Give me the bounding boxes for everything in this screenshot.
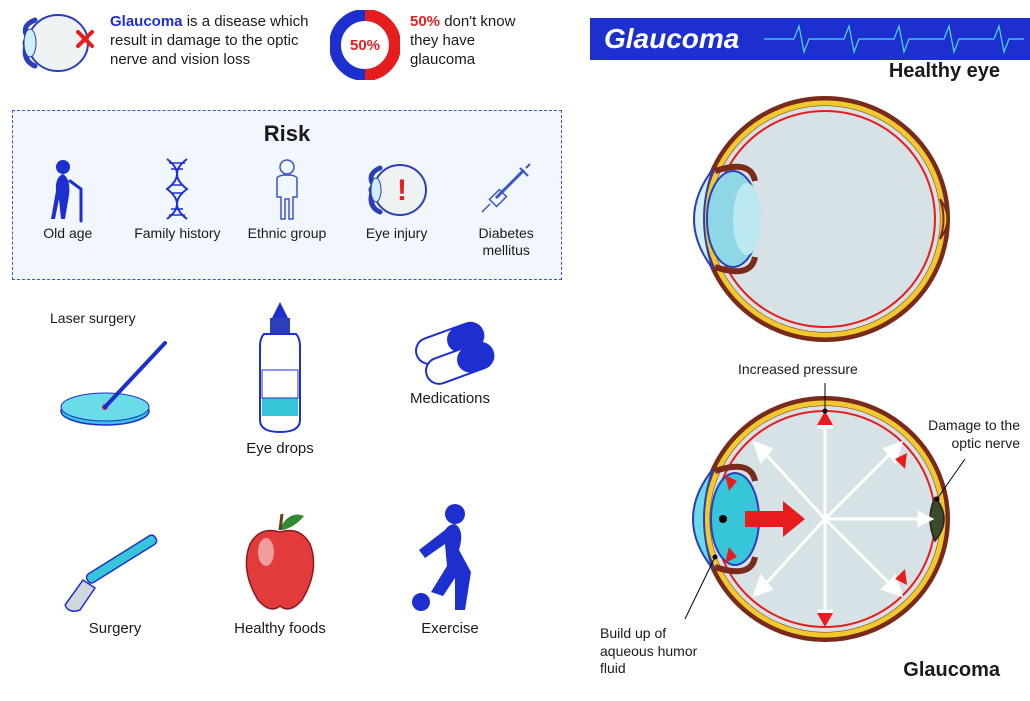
eyedrops-icon (220, 300, 340, 440)
treatments-area: Laser surgery Eye drops (30, 300, 560, 680)
intro-text: Glaucoma is a disease which result in da… (110, 13, 310, 69)
treat-exercise: Exercise (380, 500, 520, 638)
treat-medications: Medications (380, 310, 520, 408)
treat-label: Eye drops (220, 440, 340, 458)
glaucoma-eye-label: Glaucoma (903, 659, 1000, 682)
pills-icon (380, 310, 520, 390)
risk-label: Ethnic group (239, 225, 335, 242)
glaucoma-eye-diagram (655, 369, 975, 649)
treat-surgery: Surgery (50, 510, 180, 638)
person-icon (239, 155, 335, 225)
syringe-icon (458, 155, 554, 225)
risk-title: Risk (13, 121, 561, 147)
svg-text:!: ! (397, 174, 407, 207)
treat-laser-surgery: Laser surgery (50, 310, 180, 433)
eye-column: Healthy eye (610, 60, 1020, 690)
eye-injury-icon: ! (349, 155, 445, 225)
risk-label: Family history (129, 225, 225, 242)
laser-icon (50, 333, 180, 433)
treat-healthy-foods: Healthy foods (220, 500, 340, 638)
risk-item-family-history: Family history (129, 155, 225, 259)
risk-label: Eye injury (349, 225, 445, 242)
healthy-eye-label: Healthy eye (610, 60, 1000, 83)
donut-stat-highlight: 50% (410, 13, 440, 30)
dna-icon (129, 155, 225, 225)
risk-label: Old age (20, 225, 116, 242)
scalpel-icon (50, 510, 180, 620)
treat-label: Laser surgery (50, 310, 180, 327)
callout-buildup: Build up of aqueous humor fluid (600, 625, 720, 678)
donut-chart: 50% (330, 10, 400, 80)
risk-item-ethnic-group: Ethnic group (239, 155, 335, 259)
risk-item-eye-injury: ! Eye injury (349, 155, 445, 259)
risk-item-diabetes: Diabetes mellitus (458, 155, 554, 259)
risk-items: Old age Family history (13, 155, 561, 259)
old-age-icon (20, 155, 116, 225)
intro-eye-icon (10, 8, 100, 78)
risk-panel: Risk Old age (12, 110, 562, 280)
treat-label: Medications (380, 390, 520, 408)
glaucoma-eye-wrap: Increased pressure Damage to the optic n… (610, 369, 1020, 689)
page-title: Glaucoma (604, 23, 739, 55)
callout-damage: Damage to the optic nerve (910, 417, 1020, 452)
ecg-icon (764, 18, 1024, 60)
treat-label: Exercise (380, 620, 520, 638)
risk-item-old-age: Old age (20, 155, 116, 259)
treat-label: Healthy foods (220, 620, 340, 638)
exercise-icon (380, 500, 520, 620)
treat-label: Surgery (50, 620, 180, 638)
title-bar: Glaucoma (590, 18, 1030, 60)
treat-eye-drops: Eye drops (220, 300, 340, 458)
risk-label: Diabetes mellitus (458, 225, 554, 259)
donut-center-label: 50% (350, 37, 380, 54)
donut-stat-text: 50% don't know they have glaucoma (410, 13, 520, 69)
healthy-eye-diagram (655, 89, 975, 349)
apple-icon (220, 500, 340, 620)
intro-highlight: Glaucoma (110, 13, 183, 30)
callout-pressure: Increased pressure (738, 361, 858, 379)
